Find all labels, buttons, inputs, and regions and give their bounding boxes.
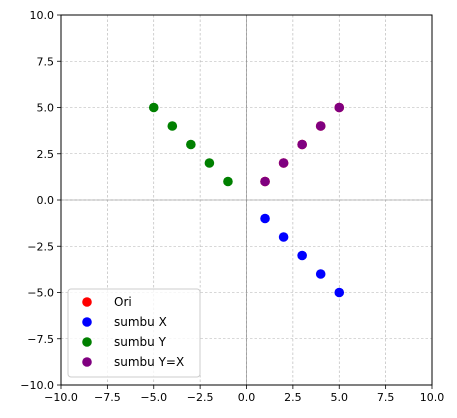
y-axis-ticks: −10.0 −7.5 −5.0 −2.5 0.0 2.5 5.0 7.5 10.0 <box>20 9 61 392</box>
y-tick-label-6: 5.0 <box>37 102 55 115</box>
point-sumbu-x-3 <box>315 269 326 279</box>
x-tick-label-2: −5.0 <box>140 391 167 404</box>
point-sumbu-y-1 <box>204 158 215 168</box>
x-tick-label-4: 0.0 <box>238 391 256 404</box>
x-tick-label-0: −10.0 <box>44 391 78 404</box>
legend-marker-sumbu-y <box>82 337 92 347</box>
point-sumbu-x-1 <box>278 232 289 242</box>
x-tick-label-8: 10.0 <box>420 391 445 404</box>
point-sumbu-y-3 <box>167 121 178 131</box>
y-tick-label-5: 2.5 <box>37 148 55 161</box>
point-sumbu-y-x-4 <box>334 102 345 113</box>
x-tick-label-1: −7.5 <box>94 391 121 404</box>
data-points <box>148 102 345 298</box>
x-axis-ticks: −10.0 −7.5 −5.0 −2.5 0.0 2.5 5.0 7.5 10.0 <box>44 385 444 404</box>
legend-label-ori: Ori <box>114 295 132 309</box>
point-sumbu-x-2 <box>297 250 307 261</box>
y-tick-label-2: −5.0 <box>27 287 54 300</box>
x-tick-label-6: 5.0 <box>331 391 349 404</box>
y-tick-label-7: 7.5 <box>37 55 55 68</box>
point-sumbu-x-4 <box>334 287 345 298</box>
point-sumbu-y-x-1 <box>278 158 289 168</box>
point-sumbu-y-x-0 <box>260 176 270 187</box>
x-tick-label-7: 7.5 <box>377 391 395 404</box>
y-tick-label-8: 10.0 <box>30 9 55 22</box>
legend-box <box>67 288 201 378</box>
point-sumbu-y-x-3 <box>315 121 326 131</box>
x-tick-label-5: 2.5 <box>284 391 302 404</box>
point-sumbu-y-x-2 <box>297 139 307 150</box>
point-sumbu-x-0 <box>260 213 270 224</box>
legend-marker-sumbu-x <box>82 317 92 327</box>
zero-axis-lines <box>61 15 432 385</box>
point-sumbu-y-4 <box>148 102 159 113</box>
legend: Ori sumbu X sumbu Y sumbu Y=X <box>67 288 201 378</box>
point-sumbu-y-2 <box>186 139 196 150</box>
legend-label-sumbu-y: sumbu Y <box>114 335 167 349</box>
y-tick-label-0: −10.0 <box>20 379 54 392</box>
y-tick-label-3: −2.5 <box>27 240 54 253</box>
legend-marker-sumbu-y-x <box>82 357 92 367</box>
y-tick-label-1: −7.5 <box>27 333 54 346</box>
x-tick-label-3: −2.5 <box>187 391 214 404</box>
y-tick-label-4: 0.0 <box>37 194 55 207</box>
legend-marker-ori <box>82 297 92 307</box>
legend-label-sumbu-y-x: sumbu Y=X <box>114 355 184 369</box>
point-sumbu-y-0 <box>223 176 233 187</box>
legend-label-sumbu-x: sumbu X <box>114 315 167 329</box>
